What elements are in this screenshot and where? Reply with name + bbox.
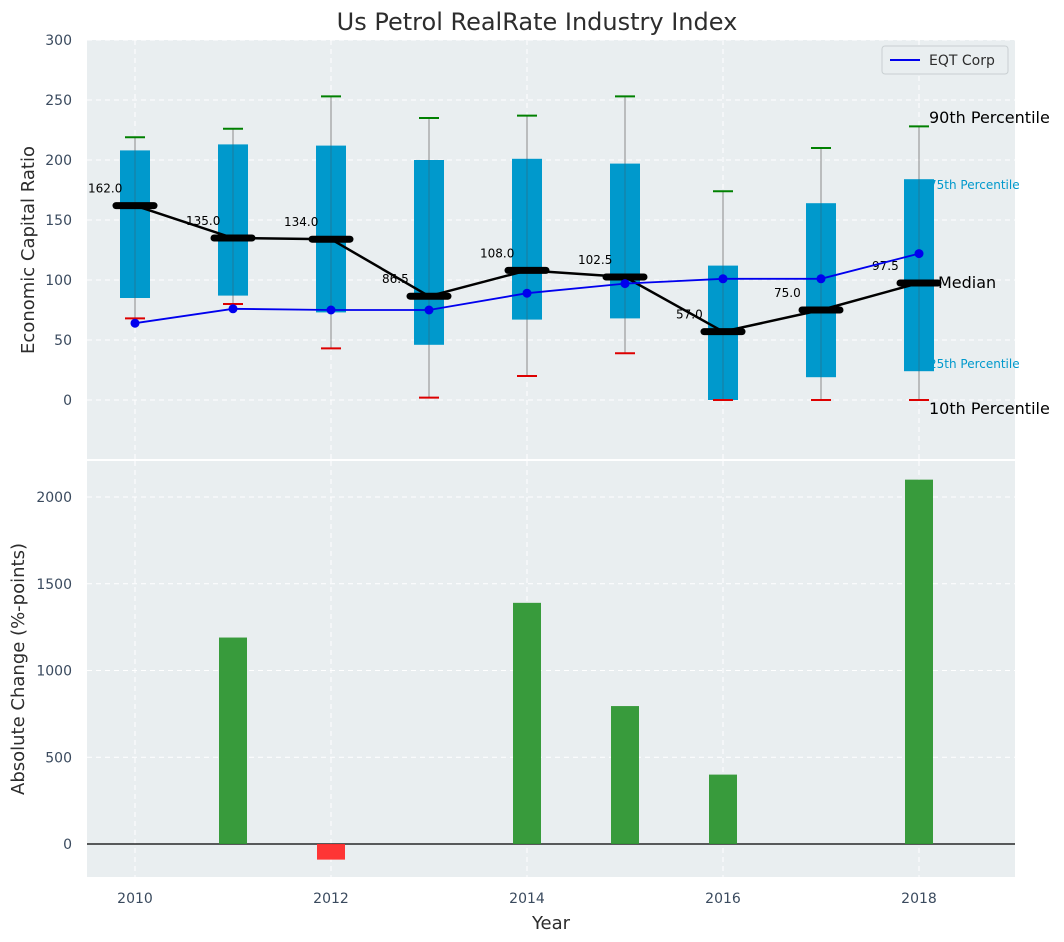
bar [513, 602, 541, 844]
median-label: 75.0 [774, 286, 801, 300]
median-label: 162.0 [88, 182, 122, 196]
x-tick-label: 2016 [705, 891, 741, 907]
annotation-25th-percentile: 25th Percentile [929, 357, 1020, 371]
annotation-90th-percentile: 90th Percentile [929, 108, 1050, 127]
y-tick-label: 200 [45, 153, 72, 169]
x-tick-label: 2012 [313, 891, 349, 907]
bar [317, 844, 345, 860]
x-tick-label: 2018 [901, 891, 937, 907]
y-tick-label: 500 [45, 750, 72, 766]
chart-title: Us Petrol RealRate Industry Index [337, 8, 738, 36]
bar-plot-area [87, 479, 1015, 860]
bar [709, 774, 737, 844]
eqt-point [620, 279, 630, 289]
y-tick-label: 300 [45, 33, 72, 49]
top-y-axis-label: Economic Capital Ratio [18, 146, 39, 354]
median-label: 102.5 [578, 253, 612, 267]
x-tick-label: 2014 [509, 891, 545, 907]
legend-label-eqt: EQT Corp [929, 53, 995, 69]
y-tick-label: 1500 [36, 577, 72, 593]
eqt-point [718, 274, 728, 284]
median-label: 57.0 [676, 308, 703, 322]
bar [905, 479, 933, 844]
y-tick-label: 100 [45, 273, 72, 289]
legend: EQT Corp [881, 45, 1009, 75]
bar [219, 637, 247, 844]
eqt-point [522, 288, 532, 298]
annotation-75th-percentile: 75th Percentile [929, 178, 1020, 192]
eqt-point [816, 274, 826, 284]
x-tick-label: 2010 [117, 891, 153, 907]
legend-box [881, 45, 1009, 75]
eqt-point [424, 305, 434, 315]
y-tick-label: 1000 [36, 664, 72, 680]
y-tick-label: 50 [54, 333, 72, 349]
y-tick-label: 250 [45, 93, 72, 109]
bottom-y-axis-label: Absolute Change (%-points) [8, 543, 29, 795]
median-label: 97.5 [872, 259, 899, 273]
y-tick-label: 150 [45, 213, 72, 229]
eqt-point [228, 304, 238, 314]
median-label: 86.5 [382, 272, 409, 286]
eqt-point [326, 305, 336, 315]
eqt-point [914, 249, 924, 259]
eqt-point [130, 318, 140, 328]
median-label: 108.0 [480, 246, 514, 260]
axes-ticks: 0 50 100 150 200 250 300 2010 2012 2014 2016 2018 0 5… [36, 33, 936, 907]
median-label: 134.0 [284, 215, 318, 229]
annotation-10th-percentile: 10th Percentile [929, 399, 1050, 418]
median-label: 135.0 [186, 214, 220, 228]
bar [611, 706, 639, 844]
y-tick-label: 0 [63, 393, 72, 409]
y-tick-label: 2000 [36, 490, 72, 506]
annotation-median: Median [938, 273, 996, 292]
x-axis-label: Year [531, 913, 571, 934]
box-plot-area: 162.0 135.0 134.0 86.5 108.0 102.5 57.0 75.0 97.… [88, 95, 942, 401]
y-tick-label: 0 [63, 837, 72, 853]
